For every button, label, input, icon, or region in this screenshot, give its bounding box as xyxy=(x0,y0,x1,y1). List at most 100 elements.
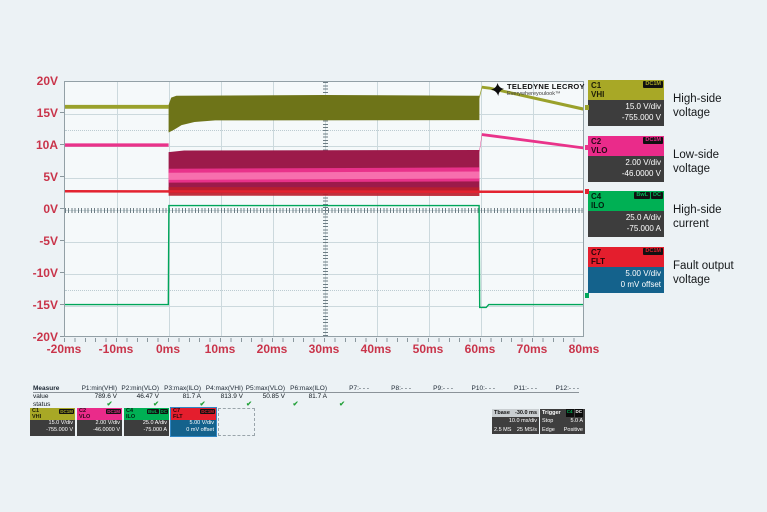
trigger-slope: Positive xyxy=(563,426,583,433)
channel-scale: 15.0 V/div xyxy=(625,102,661,111)
channel-box-c1[interactable]: C1 DC1M VHI 15.0 V/div -755.000 V xyxy=(588,80,664,126)
measure-param-header-p2[interactable]: P2:min(VLO) xyxy=(121,385,159,392)
measure-status-check-p1: ✔ xyxy=(106,401,113,408)
channel-box-c7[interactable]: C7 DC1M FLT 5.00 V/div 0 mV offset xyxy=(588,246,664,293)
channel-coupling-badges: DC1M xyxy=(643,247,663,255)
mini-channel-offset: 0 mV offset xyxy=(186,427,214,433)
x-tick-label: 70ms xyxy=(516,342,548,356)
measure-param-header-p8[interactable]: P8:- - - xyxy=(391,385,411,392)
channel-box-header: C4 BwL DC ILO xyxy=(588,191,664,212)
measure-param-header-p7[interactable]: P7:- - - xyxy=(349,385,369,392)
measure-value-p3: 81.7 A xyxy=(182,393,201,400)
mini-channel-offset: -75.000 A xyxy=(143,427,167,433)
measure-status-p9 xyxy=(429,401,467,409)
timebase-samples: 2.5 MS xyxy=(494,426,512,433)
mini-trace-name: VLO xyxy=(79,414,91,420)
channel-trace-name: VHI xyxy=(591,90,605,99)
empty-descriptor-slot[interactable] xyxy=(218,408,255,436)
mini-channel-scale: 15.0 V/div xyxy=(48,420,73,426)
c4-trigger-level-marker xyxy=(585,292,589,298)
teledyne-lecroy-logo: TELEDYNE LECROY Everywhereyoulook™ xyxy=(491,83,585,98)
c1-vhi-post xyxy=(479,85,583,111)
channel-trace-name: ILO xyxy=(591,201,605,211)
measure-status-p10 xyxy=(467,401,505,409)
measure-value-p7 xyxy=(327,393,369,401)
mini-box-header: C4 BwL DC ILO xyxy=(124,408,169,420)
channel-box-header: C7 DC1M FLT xyxy=(588,246,664,267)
mini-box-settings: 2.00 V/div -46.0000 V xyxy=(77,420,122,436)
mini-trace-name: VHI xyxy=(32,414,42,420)
timebase-delay: -30.0 ms xyxy=(514,410,537,416)
channel-box-settings: 5.00 V/div 0 mV offset xyxy=(588,266,664,293)
trigger-source-badge: C4 xyxy=(565,409,574,418)
channel-annotation: Low-side voltage xyxy=(673,148,720,175)
measure-param-header-p4[interactable]: P4:max(VHI) xyxy=(205,385,243,392)
mini-trace-name: FLT xyxy=(173,414,183,420)
mini-channel-offset: -755.000 V xyxy=(46,427,73,433)
c7-level-marker xyxy=(585,188,589,194)
mini-box-header: C1 DC1M VHI xyxy=(30,408,75,420)
c1-level-marker xyxy=(585,104,589,110)
y-tick-label: -10V xyxy=(32,265,58,280)
measure-param-header-p6[interactable]: P6:max(ILO) xyxy=(290,385,327,392)
waveform-grid xyxy=(64,81,584,337)
mini-channel-box-c7[interactable]: C7 DC1M FLT 5.00 V/div 0 mV offset xyxy=(170,407,217,437)
channel-box-c2[interactable]: C2 DC1M VLO 2.00 V/div -46.0000 V xyxy=(588,135,664,182)
c2-level-marker xyxy=(585,145,589,151)
measure-status-check-p6: ✔ xyxy=(339,401,345,408)
measure-status-p8 xyxy=(392,401,430,409)
measure-param-header-p3[interactable]: P3:max(ILO) xyxy=(164,385,201,392)
measure-value-p8 xyxy=(369,393,411,401)
measure-table-row: value 789.6 V 46.47 V 81.7 A 813.9 V 50.85 V 8… xyxy=(33,393,579,401)
channel-box-header: C2 DC1M VLO xyxy=(588,135,664,156)
x-tick-label: 80ms xyxy=(568,342,600,356)
x-tick-label: 50ms xyxy=(412,342,444,356)
mini-channel-id: C2 xyxy=(79,408,87,414)
measure-value-p12 xyxy=(537,393,579,401)
channel-scale: 25.0 A/div xyxy=(625,213,661,223)
trigger-level: 5.0 A xyxy=(570,418,583,425)
measure-table: Measure P1:min(VHI) P2:min(VLO) P3:max(ILO)… xyxy=(33,385,579,409)
channel-scale: 2.00 V/div xyxy=(625,157,661,167)
logo-brand-text: TELEDYNE LECROY xyxy=(507,82,585,91)
measure-param-header-p1[interactable]: P1:min(VHI) xyxy=(81,385,117,392)
coupling-badge: DC xyxy=(651,192,663,200)
trigger-box[interactable]: Trigger C4 DC Stop 5.0 A Edge Positive xyxy=(540,409,585,434)
y-tick-label: 10A xyxy=(35,137,58,152)
channel-id: C4 xyxy=(591,192,602,202)
mini-channel-scale: 2.00 V/div xyxy=(95,420,120,426)
measure-value-p5: 50.85 V xyxy=(262,393,285,400)
mini-box-settings: 5.00 V/div 0 mV offset xyxy=(171,420,216,436)
x-axis-labels: -20ms -10ms 0ms 10ms 20ms 30ms 40ms 50ms 60ms 70m… xyxy=(47,342,600,356)
y-tick-label: -20V xyxy=(32,329,58,344)
measure-status-check-p4: ✔ xyxy=(246,401,252,408)
mini-channel-scale: 25.0 A/div xyxy=(142,420,167,426)
channel-annotation: High-side voltage xyxy=(673,93,722,119)
measure-param-header-p11[interactable]: P11:- - - xyxy=(514,385,537,392)
measure-value-p2: 46.47 V xyxy=(136,393,159,400)
measure-param-header-p9[interactable]: P9:- - - xyxy=(433,385,453,392)
channel-row-c4: C4 BwL DC ILO 25.0 A/div -75.000 A High-side c… xyxy=(588,191,764,238)
channel-box-c4[interactable]: C4 BwL DC ILO 25.0 A/div -75.000 A xyxy=(588,191,664,238)
value-row-label: value xyxy=(33,393,49,400)
mini-coupling-badges: BwL DC xyxy=(147,409,168,414)
measure-param-header-p10[interactable]: P10:- - - xyxy=(471,385,495,392)
y-tick-label: -5V xyxy=(39,233,58,248)
mini-channel-box-c2[interactable]: C2 DC1M VLO 2.00 V/div -46.0000 V xyxy=(77,408,122,436)
channel-id: C2 xyxy=(591,136,602,146)
measure-param-header-p12[interactable]: P12:- - - xyxy=(555,385,579,392)
channel-id: C7 xyxy=(591,247,602,257)
trigger-title: Trigger xyxy=(542,410,561,416)
mini-channel-box-c4[interactable]: C4 BwL DC ILO 25.0 A/div -75.000 A xyxy=(124,408,169,436)
measure-param-header-p5[interactable]: P5:max(VLO) xyxy=(245,385,285,392)
mini-channel-box-c1[interactable]: C1 DC1M VHI 15.0 V/div -755.000 V xyxy=(30,408,75,436)
channel-box-settings: 2.00 V/div -46.0000 V xyxy=(588,155,664,182)
x-tick-label: 20ms xyxy=(256,342,288,356)
y-tick-label: -15V xyxy=(32,297,58,312)
mini-box-settings: 25.0 A/div -75.000 A xyxy=(124,420,169,436)
mini-coupling-badges: DC1M xyxy=(106,409,121,414)
c2-vlo-main-highlight xyxy=(168,171,480,180)
measure-table-row: Measure P1:min(VHI) P2:min(VLO) P3:max(ILO)… xyxy=(33,385,579,393)
measure-value-p4: 813.9 V xyxy=(220,393,243,400)
timebase-box[interactable]: Tbase -30.0 ms 10.0 ms/div 2.5 MS 25 MS/… xyxy=(492,409,539,434)
